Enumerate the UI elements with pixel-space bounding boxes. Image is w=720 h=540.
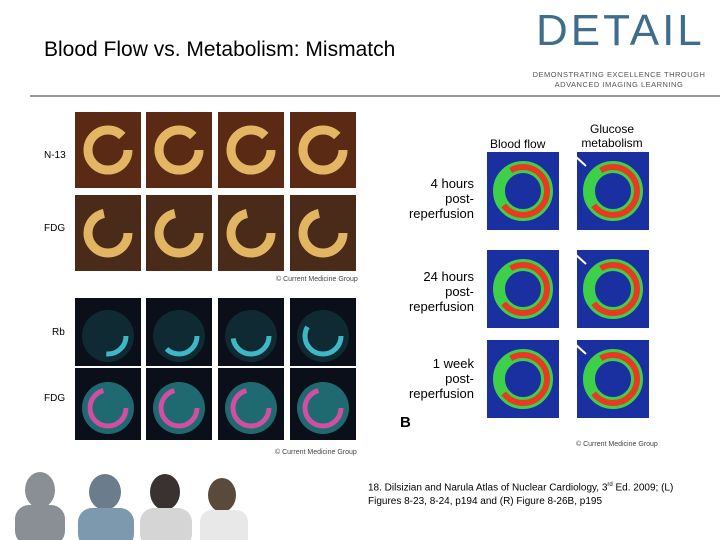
- citation-text: 18. Dilsizian and Narula Atlas of Nuclea…: [368, 482, 608, 494]
- citation-superscript: rd: [607, 482, 613, 488]
- scan-ring: [226, 208, 276, 258]
- logo-name: DETAIL: [536, 6, 705, 55]
- arrow: [574, 343, 587, 355]
- logo-tagline: ADVANCED IMAGING LEARNING: [554, 80, 684, 89]
- column-label: Blood flow: [490, 137, 546, 151]
- scan-ring: [496, 352, 550, 406]
- scan-ring: [83, 125, 133, 175]
- scan-ring: [302, 315, 344, 357]
- slide-title: Blood Flow vs. Metabolism: Mismatch: [44, 38, 396, 61]
- image-credit: © Current Medicine Group: [276, 276, 358, 283]
- staff-photo: [15, 472, 248, 540]
- scan-ring: [302, 387, 344, 429]
- scan-ring: [586, 352, 640, 406]
- scan-ring: [230, 387, 272, 429]
- logo-tagline: DEMONSTRATING EXCELLENCE THROUGH: [532, 70, 706, 79]
- scan-ring: [226, 125, 276, 175]
- scan-ring: [298, 125, 348, 175]
- row-label: N-13: [44, 150, 66, 161]
- scan-ring: [586, 262, 640, 316]
- scan-ring: [87, 387, 129, 429]
- scan-ring: [298, 208, 348, 258]
- row-label: 1 week post- reperfusion: [408, 356, 474, 401]
- scan-ring: [586, 164, 640, 218]
- citation: 18. Dilsizian and Narula Atlas of Nuclea…: [368, 478, 708, 509]
- row-label: Rb: [52, 327, 65, 338]
- citation-text: Ed. 2009; (L) Figures 8-23, 8-24, p194 a…: [368, 482, 674, 508]
- scan-ring: [83, 208, 133, 258]
- scan-ring: [154, 208, 204, 258]
- row-label: 24 hours post- reperfusion: [408, 269, 474, 314]
- scan-ring: [154, 125, 204, 175]
- image-credit: © Current Medicine Group: [576, 441, 658, 448]
- row-label: FDG: [44, 223, 66, 234]
- image-credit: © Current Medicine Group: [275, 449, 357, 456]
- panel-letter: B: [400, 414, 411, 431]
- scan-ring: [230, 315, 272, 357]
- scan-ring: [496, 164, 550, 218]
- scan-ring: [496, 262, 550, 316]
- row-label: 4 hours post- reperfusion: [408, 176, 474, 221]
- column-label: Glucose metabolism: [581, 122, 643, 150]
- arrow: [574, 155, 587, 167]
- row-label: FDG: [44, 393, 66, 404]
- scan-ring: [158, 387, 200, 429]
- scan-ring: [87, 315, 129, 357]
- arrow: [574, 253, 587, 265]
- scan-ring: [158, 315, 200, 357]
